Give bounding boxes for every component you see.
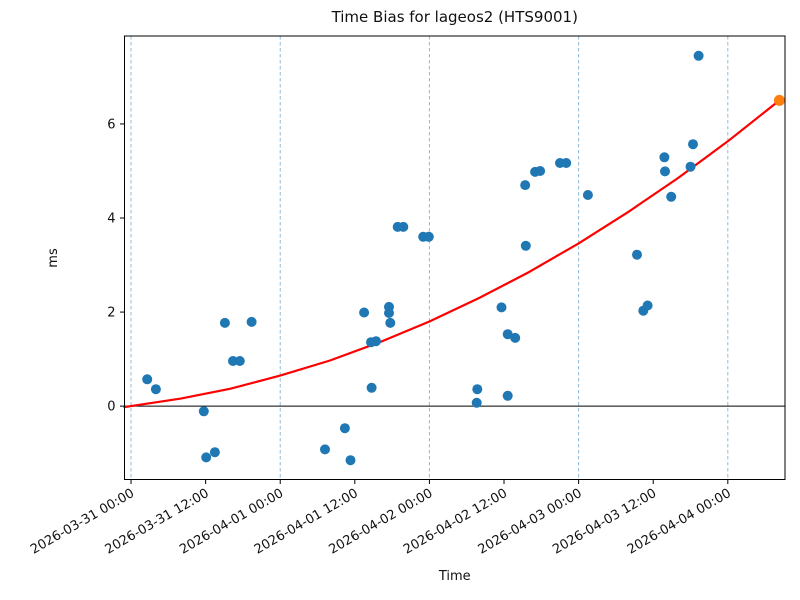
- time-bias-observations-point: [520, 180, 531, 191]
- time-bias-observations-point: [359, 307, 370, 318]
- plot-area-border: [124, 35, 786, 480]
- time-bias-observations-point: [510, 332, 521, 343]
- time-bias-observations-point: [234, 356, 245, 366]
- chart-title: Time Bias for lageos2 (HTS9001): [331, 8, 578, 26]
- time-bias-observations-point: [520, 240, 531, 251]
- time-bias-observations-point: [688, 139, 698, 150]
- time-bias-observations-point: [471, 397, 482, 408]
- time-bias-observations-point: [693, 50, 704, 61]
- fit-curve-layer: [123, 99, 781, 409]
- y-tick-label: 4: [107, 212, 115, 227]
- time-bias-observations-point: [502, 390, 513, 401]
- time-bias-observations-point: [345, 455, 356, 466]
- time-bias-observations-point: [666, 191, 677, 202]
- time-bias-observations-point: [320, 444, 330, 455]
- time-bias-observations-point: [660, 166, 670, 177]
- time-bias-observations-point: [398, 221, 409, 232]
- time-bias-observations-point: [198, 406, 209, 417]
- time-bias-observations-point: [685, 161, 696, 172]
- time-bias-observations-point: [219, 317, 230, 328]
- time-bias-observations-point: [150, 384, 161, 395]
- time-bias-observations-point: [339, 423, 350, 434]
- fit-curve: [123, 99, 781, 409]
- time-bias-observations-point: [535, 166, 546, 176]
- time-bias-observations-point: [582, 190, 593, 200]
- x-axis-label: Time: [438, 569, 471, 584]
- y-tick-label: 0: [107, 400, 115, 415]
- time-bias-observations-point: [472, 384, 483, 395]
- time-bias-observations-point: [209, 447, 220, 458]
- time-bias-observations-point: [423, 231, 434, 242]
- scatter-layer: [142, 50, 785, 466]
- y-tick-label: 2: [107, 306, 115, 321]
- time-bias-observations-point: [366, 382, 377, 393]
- predicted-endpoint-point: [773, 94, 785, 106]
- time-bias-observations-point: [496, 302, 507, 313]
- time-bias-observations-point: [201, 452, 212, 463]
- y-tick-label: 6: [107, 117, 115, 132]
- y-axis-label: ms: [46, 248, 61, 268]
- time-bias-observations-point: [659, 152, 670, 163]
- gridlines-layer: [130, 36, 729, 480]
- time-bias-observations-point: [371, 336, 381, 347]
- time-bias-observations-point: [561, 158, 572, 168]
- time-bias-observations-point: [246, 316, 257, 327]
- time-bias-observations-point: [642, 300, 653, 311]
- time-bias-observations-point: [632, 249, 642, 260]
- time-bias-observations-point: [502, 329, 513, 340]
- time-bias-observations-point: [384, 308, 394, 318]
- time-bias-observations-point: [385, 317, 396, 328]
- time-bias-observations-point: [142, 374, 153, 385]
